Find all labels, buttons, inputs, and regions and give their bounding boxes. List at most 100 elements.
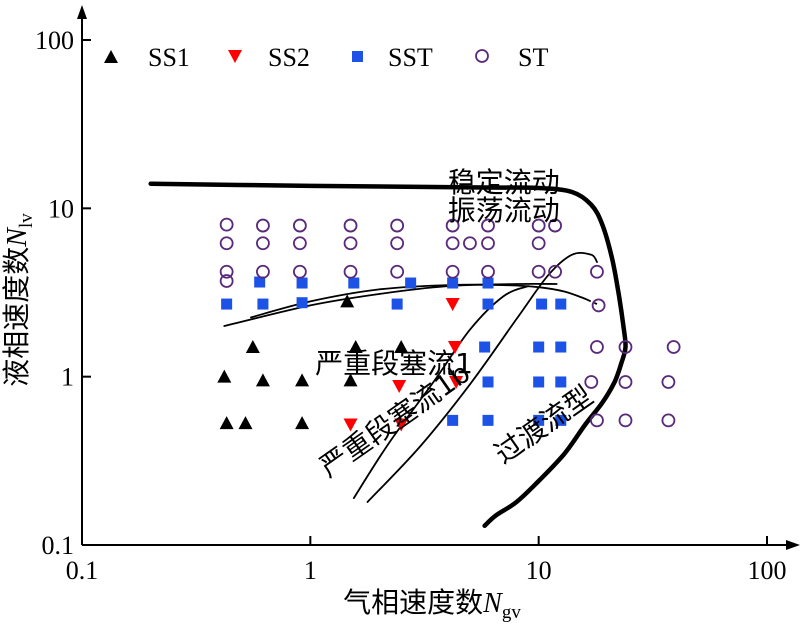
data-point-ss1	[295, 416, 310, 430]
data-point-sst	[447, 277, 459, 289]
data-point-sst	[447, 414, 459, 426]
data-point-st	[531, 218, 546, 233]
points	[217, 217, 681, 432]
data-point-sst	[391, 298, 403, 310]
x-axis-label: 气相速度数Ngv	[343, 586, 521, 623]
data-point-ss1	[238, 416, 253, 430]
data-point-ss1	[348, 340, 363, 354]
data-point-st	[256, 236, 270, 251]
data-point-ss1	[394, 340, 409, 354]
region-label: 严重段塞流1	[315, 347, 473, 380]
data-point-st	[445, 236, 460, 251]
data-point-sst	[482, 298, 494, 310]
data-point-st	[531, 236, 546, 251]
data-point-ss1	[219, 416, 234, 430]
data-point-st	[590, 340, 604, 354]
data-point-st	[590, 264, 604, 279]
region-label: 振荡流动	[448, 194, 560, 227]
data-point-sst	[482, 376, 494, 388]
boundary-line-region-1-upper	[223, 282, 558, 327]
data-point-sst	[479, 341, 491, 353]
data-point-sst	[555, 298, 567, 310]
boundary-line-region-1b-left	[352, 285, 530, 499]
data-point-ss1	[245, 340, 260, 354]
data-point-st	[661, 413, 676, 428]
data-point-st	[531, 264, 546, 279]
data-point-st	[256, 264, 270, 279]
boundary-line-region-1b-right	[366, 251, 598, 503]
data-point-sst	[533, 414, 545, 426]
legend-ss1-marker	[104, 50, 118, 63]
data-point-sst	[296, 277, 308, 289]
x-axis-label-symbol: N	[482, 588, 503, 619]
data-point-st	[618, 375, 633, 389]
data-point-st	[390, 236, 405, 251]
data-point-st	[463, 236, 477, 251]
y-axis-arrow	[77, 5, 87, 19]
legend-ss2-label: SS2	[268, 43, 310, 72]
data-point-st	[343, 218, 358, 233]
data-point-st	[661, 375, 676, 389]
data-point-sst	[296, 297, 308, 309]
data-point-st	[590, 413, 604, 428]
data-point-st	[445, 218, 460, 233]
data-point-ss2	[447, 341, 462, 355]
data-point-st	[584, 375, 599, 389]
data-point-st	[481, 264, 495, 279]
x-tick-label: 0.1	[66, 556, 99, 585]
data-point-st	[219, 264, 234, 279]
y-axis-label-sub: lv	[16, 213, 37, 228]
data-point-sst	[533, 376, 545, 388]
data-point-st	[481, 236, 495, 251]
ticks: 0.1 1 10 100 0.1 1 10 100	[35, 26, 787, 585]
y-axis-label: 液相速度数Nlv	[0, 213, 37, 387]
y-tick-label: 0.1	[42, 531, 75, 560]
x-axis-label-sub: gv	[502, 602, 522, 623]
data-point-sst	[221, 298, 233, 310]
boundary-line-stable-oscillating	[148, 181, 628, 529]
data-point-sst	[536, 298, 548, 310]
y-tick-label: 10	[48, 194, 74, 223]
data-point-st	[618, 340, 633, 354]
data-point-st	[292, 264, 307, 279]
legend-st-marker	[475, 49, 489, 63]
legend-ss1-label: SS1	[148, 43, 190, 72]
data-point-st	[219, 274, 234, 288]
data-point-st	[618, 413, 633, 428]
legend-ss2-marker	[228, 50, 242, 63]
data-point-st	[591, 298, 606, 313]
data-point-st	[292, 218, 307, 233]
data-point-ss2	[392, 380, 407, 394]
data-point-st	[219, 236, 234, 251]
x-tick-label: 1	[304, 556, 317, 585]
data-point-st	[343, 264, 358, 279]
data-point-sst	[482, 414, 494, 426]
data-point-sst	[254, 276, 266, 288]
y-tick-label: 1	[61, 363, 74, 392]
data-point-sst	[555, 414, 567, 426]
legend: SS1 SS2 SST ST	[104, 43, 548, 72]
data-point-ss1	[217, 369, 232, 383]
data-point-st	[390, 264, 405, 279]
legend-st-label: ST	[518, 43, 548, 72]
x-axis-label-main: 气相速度数	[343, 586, 483, 619]
data-point-st	[390, 218, 405, 233]
y-axis-label-main: 液相速度数	[0, 247, 33, 387]
data-point-ss1	[295, 373, 310, 387]
data-point-st	[445, 264, 460, 279]
data-point-ss2	[445, 298, 460, 312]
region-label: 稳定流动	[448, 166, 560, 199]
data-point-ss2	[449, 375, 464, 389]
data-point-ss2	[343, 418, 358, 432]
legend-sst-marker	[352, 51, 363, 62]
data-point-ss1	[343, 373, 358, 387]
data-point-ss1	[255, 373, 270, 387]
boundaries	[148, 181, 628, 529]
data-point-st	[256, 218, 270, 233]
data-point-sst	[348, 277, 360, 289]
legend-sst-label: SST	[388, 43, 433, 72]
boundary-dashed-transition-upper	[584, 298, 598, 305]
data-point-ss1	[340, 294, 355, 308]
data-point-st	[343, 236, 358, 251]
